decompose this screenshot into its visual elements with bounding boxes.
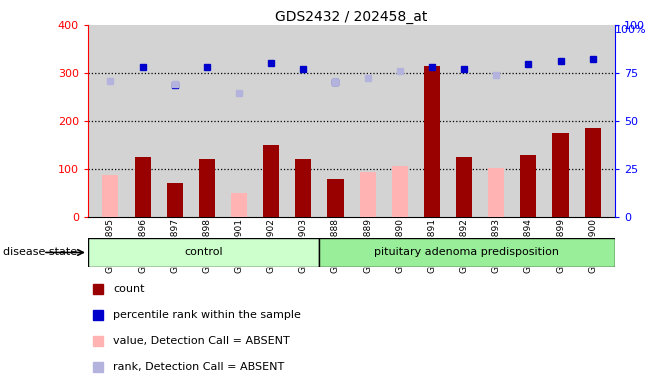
Text: value, Detection Call = ABSENT: value, Detection Call = ABSENT bbox=[113, 336, 290, 346]
Bar bbox=[102, 175, 118, 217]
Text: control: control bbox=[184, 247, 223, 258]
Bar bbox=[488, 168, 505, 217]
Text: pituitary adenoma predisposition: pituitary adenoma predisposition bbox=[374, 247, 559, 258]
Bar bbox=[553, 133, 568, 217]
Bar bbox=[520, 155, 536, 217]
Bar bbox=[231, 193, 247, 217]
Bar bbox=[296, 159, 311, 217]
Text: count: count bbox=[113, 285, 145, 295]
Bar bbox=[167, 184, 183, 217]
Bar bbox=[135, 157, 150, 217]
Bar bbox=[392, 166, 408, 217]
Text: percentile rank within the sample: percentile rank within the sample bbox=[113, 310, 301, 320]
Bar bbox=[318, 238, 615, 267]
Text: 100%: 100% bbox=[615, 25, 647, 35]
Bar bbox=[263, 145, 279, 217]
Bar bbox=[88, 238, 318, 267]
Title: GDS2432 / 202458_at: GDS2432 / 202458_at bbox=[275, 10, 428, 24]
Bar bbox=[199, 159, 215, 217]
Text: rank, Detection Call = ABSENT: rank, Detection Call = ABSENT bbox=[113, 362, 284, 372]
Bar bbox=[359, 172, 376, 217]
Bar bbox=[424, 66, 440, 217]
Text: disease state: disease state bbox=[3, 247, 77, 258]
Bar bbox=[585, 128, 601, 217]
Bar bbox=[456, 157, 472, 217]
Bar bbox=[327, 179, 344, 217]
